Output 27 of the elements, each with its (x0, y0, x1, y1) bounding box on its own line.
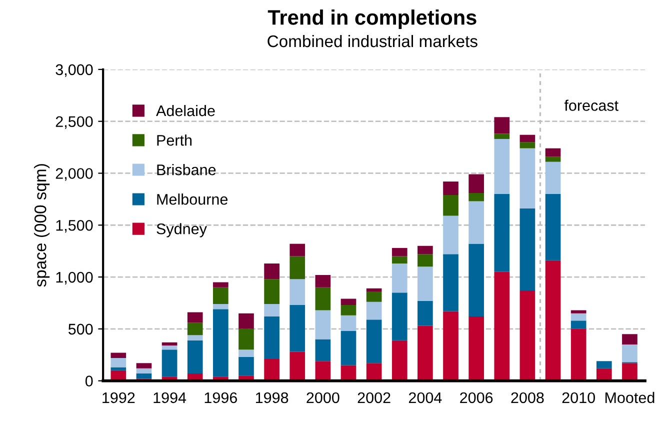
y-tick-label: 2,000 (56, 168, 93, 181)
x-tick-label: 2010 (562, 392, 595, 404)
y-tick-label: 1,000 (56, 272, 93, 285)
x-tick-label: 2000 (306, 392, 340, 404)
legend-label: Sydney (156, 223, 207, 238)
x-tick-label: 1992 (102, 392, 135, 404)
y-tick-label: 3,000 (56, 64, 93, 77)
y-tick-label: 1,500 (56, 220, 93, 233)
x-tick-label: 2004 (408, 392, 442, 404)
legend-label: Melbourne (157, 194, 228, 205)
y-tick-label: 2,500 (56, 116, 93, 129)
x-tick-label: 2006 (460, 392, 493, 404)
y-axis-title: space (000 sqm) (34, 164, 50, 287)
legend-label: Perth (157, 134, 192, 146)
x-tick-label: 1998 (256, 392, 288, 404)
x-tick-label: Mooted (605, 392, 654, 404)
chart-subtitle: Combined industrial markets (268, 34, 478, 48)
annotation: forecast (564, 100, 618, 111)
legend-label: Brisbane (157, 164, 216, 176)
y-tick-label: 500 (68, 324, 93, 335)
x-tick-label: 2008 (511, 392, 544, 404)
chart-title: Trend in completions (268, 10, 476, 29)
y-tick-label: 0 (85, 376, 93, 386)
x-tick-label: 1994 (154, 392, 186, 404)
x-tick-label: 1996 (204, 392, 237, 404)
legend-label: Adelaide (156, 104, 215, 116)
x-tick-label: 2002 (358, 392, 390, 404)
